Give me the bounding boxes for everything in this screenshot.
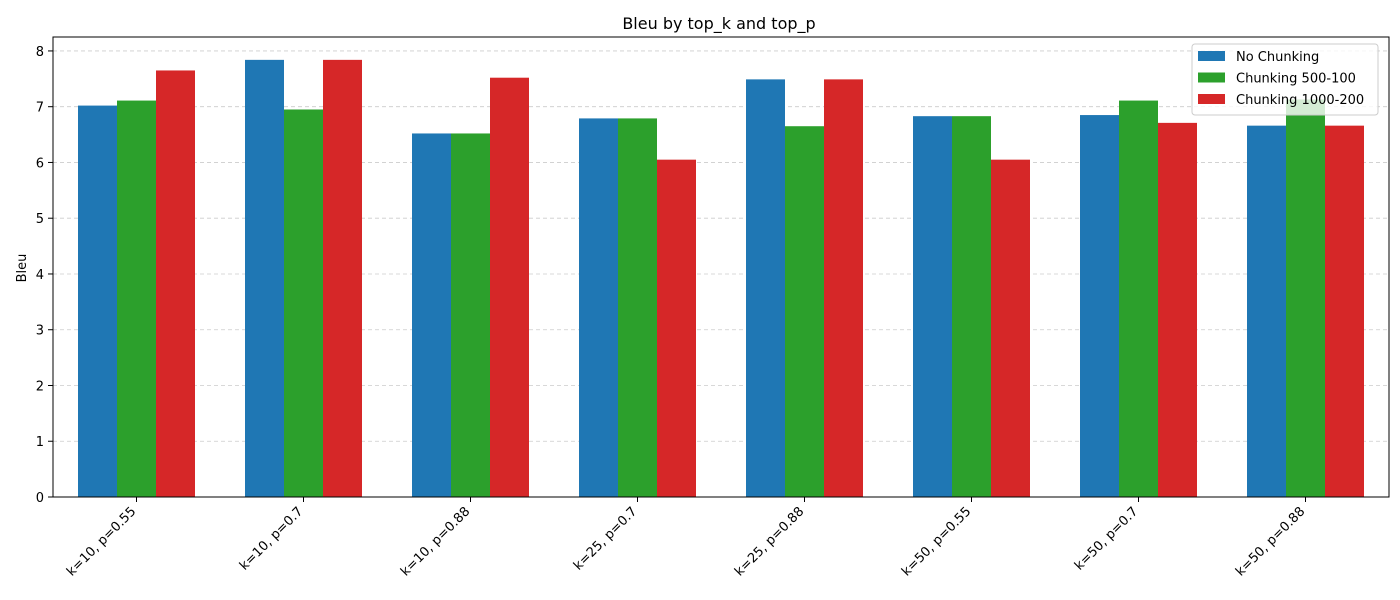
y-tick-label: 6 [36, 156, 44, 171]
y-tick-label: 7 [36, 101, 44, 116]
bar [746, 79, 785, 497]
y-tick-label: 0 [36, 491, 44, 506]
y-tick-label: 8 [36, 45, 44, 60]
bar [78, 105, 117, 497]
bar [1286, 99, 1325, 497]
bar [1325, 125, 1364, 498]
bar [657, 159, 696, 497]
axes [52, 36, 1390, 498]
x-tick-label: k=50, p=0.88 [1233, 504, 1308, 579]
y-tick-label: 4 [36, 268, 44, 283]
legend-swatch [1198, 51, 1225, 61]
legend-label: Chunking 1000-200 [1236, 93, 1364, 108]
bar [412, 133, 451, 497]
y-tick-label: 3 [36, 324, 44, 339]
x-tick-label: k=10, p=0.7 [237, 504, 306, 573]
legend-swatch [1198, 72, 1225, 83]
bar [1080, 115, 1119, 497]
x-tick-label: k=50, p=0.7 [1072, 504, 1141, 573]
y-tick-label: 1 [36, 435, 44, 450]
y-ticks: 0 1 2 3 4 5 6 7 8 [36, 45, 53, 506]
bar [579, 118, 618, 497]
y-tick-label: 5 [36, 212, 44, 227]
bar [490, 77, 529, 497]
bar [991, 159, 1030, 497]
bar [117, 100, 156, 498]
bar [156, 70, 195, 498]
bar [284, 109, 323, 497]
bar [913, 116, 952, 498]
legend: No Chunking Chunking 500-100 Chunking 1000… [1191, 43, 1379, 116]
bar [1247, 125, 1286, 498]
bar [451, 133, 490, 497]
y-tick-label: 2 [36, 379, 44, 394]
bar [785, 126, 824, 497]
x-tick-label: k=10, p=0.88 [398, 504, 473, 579]
bar [618, 118, 657, 497]
x-tick-label: k=25, p=0.88 [732, 504, 807, 579]
bar [1119, 100, 1158, 498]
x-ticks: k=10, p=0.55 k=10, p=0.7 k=10, p=0.88 k=25,… [64, 497, 1308, 579]
bar [245, 59, 284, 498]
x-tick-label: k=10, p=0.55 [64, 504, 139, 579]
plot-frame [52, 36, 1390, 498]
x-tick-label: k=25, p=0.7 [571, 504, 640, 573]
legend-swatch [1198, 94, 1225, 104]
legend-box [1191, 43, 1379, 116]
legend-label: No Chunking [1236, 50, 1319, 65]
bar [323, 59, 362, 498]
x-tick-label: k=50, p=0.55 [899, 504, 974, 579]
bars [78, 59, 1364, 498]
bar [1158, 122, 1197, 497]
bar [952, 116, 991, 498]
legend-label: Chunking 500-100 [1236, 72, 1356, 87]
y-axis-title: Bleu [15, 254, 30, 283]
bar [824, 79, 863, 497]
chart-title: Bleu by top_k and top_p [622, 14, 815, 34]
